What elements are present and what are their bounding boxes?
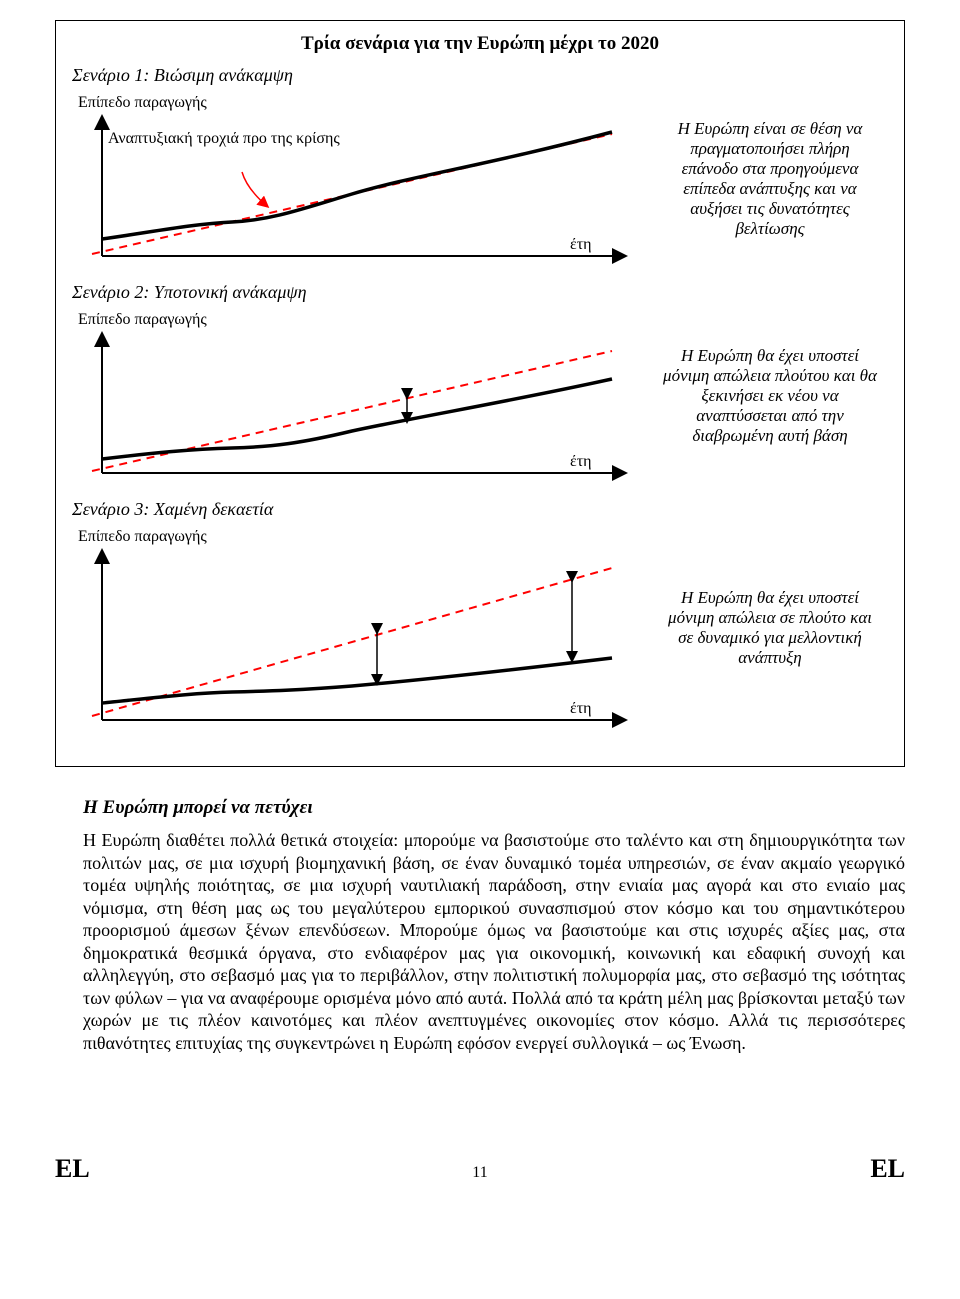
body-heading: Η Ευρώπη μπορεί να πετύχει: [83, 797, 905, 819]
scenario-title: Σενάριο 3: Χαμένη δεκαετία: [72, 499, 888, 520]
scenario-title: Σενάριο 2: Υποτονική ανάκαμψη: [72, 282, 888, 303]
y-axis-label: Επίπεδο παραγωγής: [78, 94, 632, 112]
footer-page-number: 11: [472, 1164, 487, 1182]
scenario-title: Σενάριο 1: Βιώσιμη ανάκαμψη: [72, 65, 888, 86]
annotation-arrow-icon: [242, 172, 267, 206]
box-title: Τρία σενάρια για την Ευρώπη μέχρι το 202…: [72, 33, 888, 55]
scenario-description: Η Ευρώπη θα έχει υποστεί μόνιμη απώλεια …: [652, 311, 888, 481]
scenario-description: Η Ευρώπη θα έχει υποστεί μόνιμη απώλεια …: [652, 528, 888, 728]
scenario-description: Η Ευρώπη είναι σε θέση να πραγματοποιήσε…: [652, 94, 888, 264]
scenario-chart: [72, 548, 632, 728]
scenario-3: Σενάριο 3: Χαμένη δεκαετία Επίπεδο παραγω…: [72, 499, 888, 728]
trend-line-label: Αναπτυξιακή τροχιά προ της κρίσης: [108, 130, 278, 148]
y-axis-label: Επίπεδο παραγωγής: [78, 528, 632, 546]
scenario-1: Σενάριο 1: Βιώσιμη ανάκαμψη Επίπεδο παραγ…: [72, 65, 888, 264]
x-axis-label: έτη: [570, 453, 592, 471]
x-axis-label: έτη: [570, 236, 592, 254]
x-axis-label: έτη: [570, 700, 592, 718]
footer-lang-right: EL: [870, 1154, 905, 1184]
scenario-chart: [72, 331, 632, 481]
footer-lang-left: EL: [55, 1154, 90, 1184]
scenario-2: Σενάριο 2: Υποτονική ανάκαμψη Επίπεδο παρ…: [72, 282, 888, 481]
body-paragraph: Η Ευρώπη διαθέτει πολλά θετικά στοιχεία:…: [83, 829, 905, 1054]
page-footer: EL 11 EL: [55, 1154, 905, 1184]
y-axis-label: Επίπεδο παραγωγής: [78, 311, 632, 329]
scenarios-container: Τρία σενάρια για την Ευρώπη μέχρι το 202…: [55, 20, 905, 767]
